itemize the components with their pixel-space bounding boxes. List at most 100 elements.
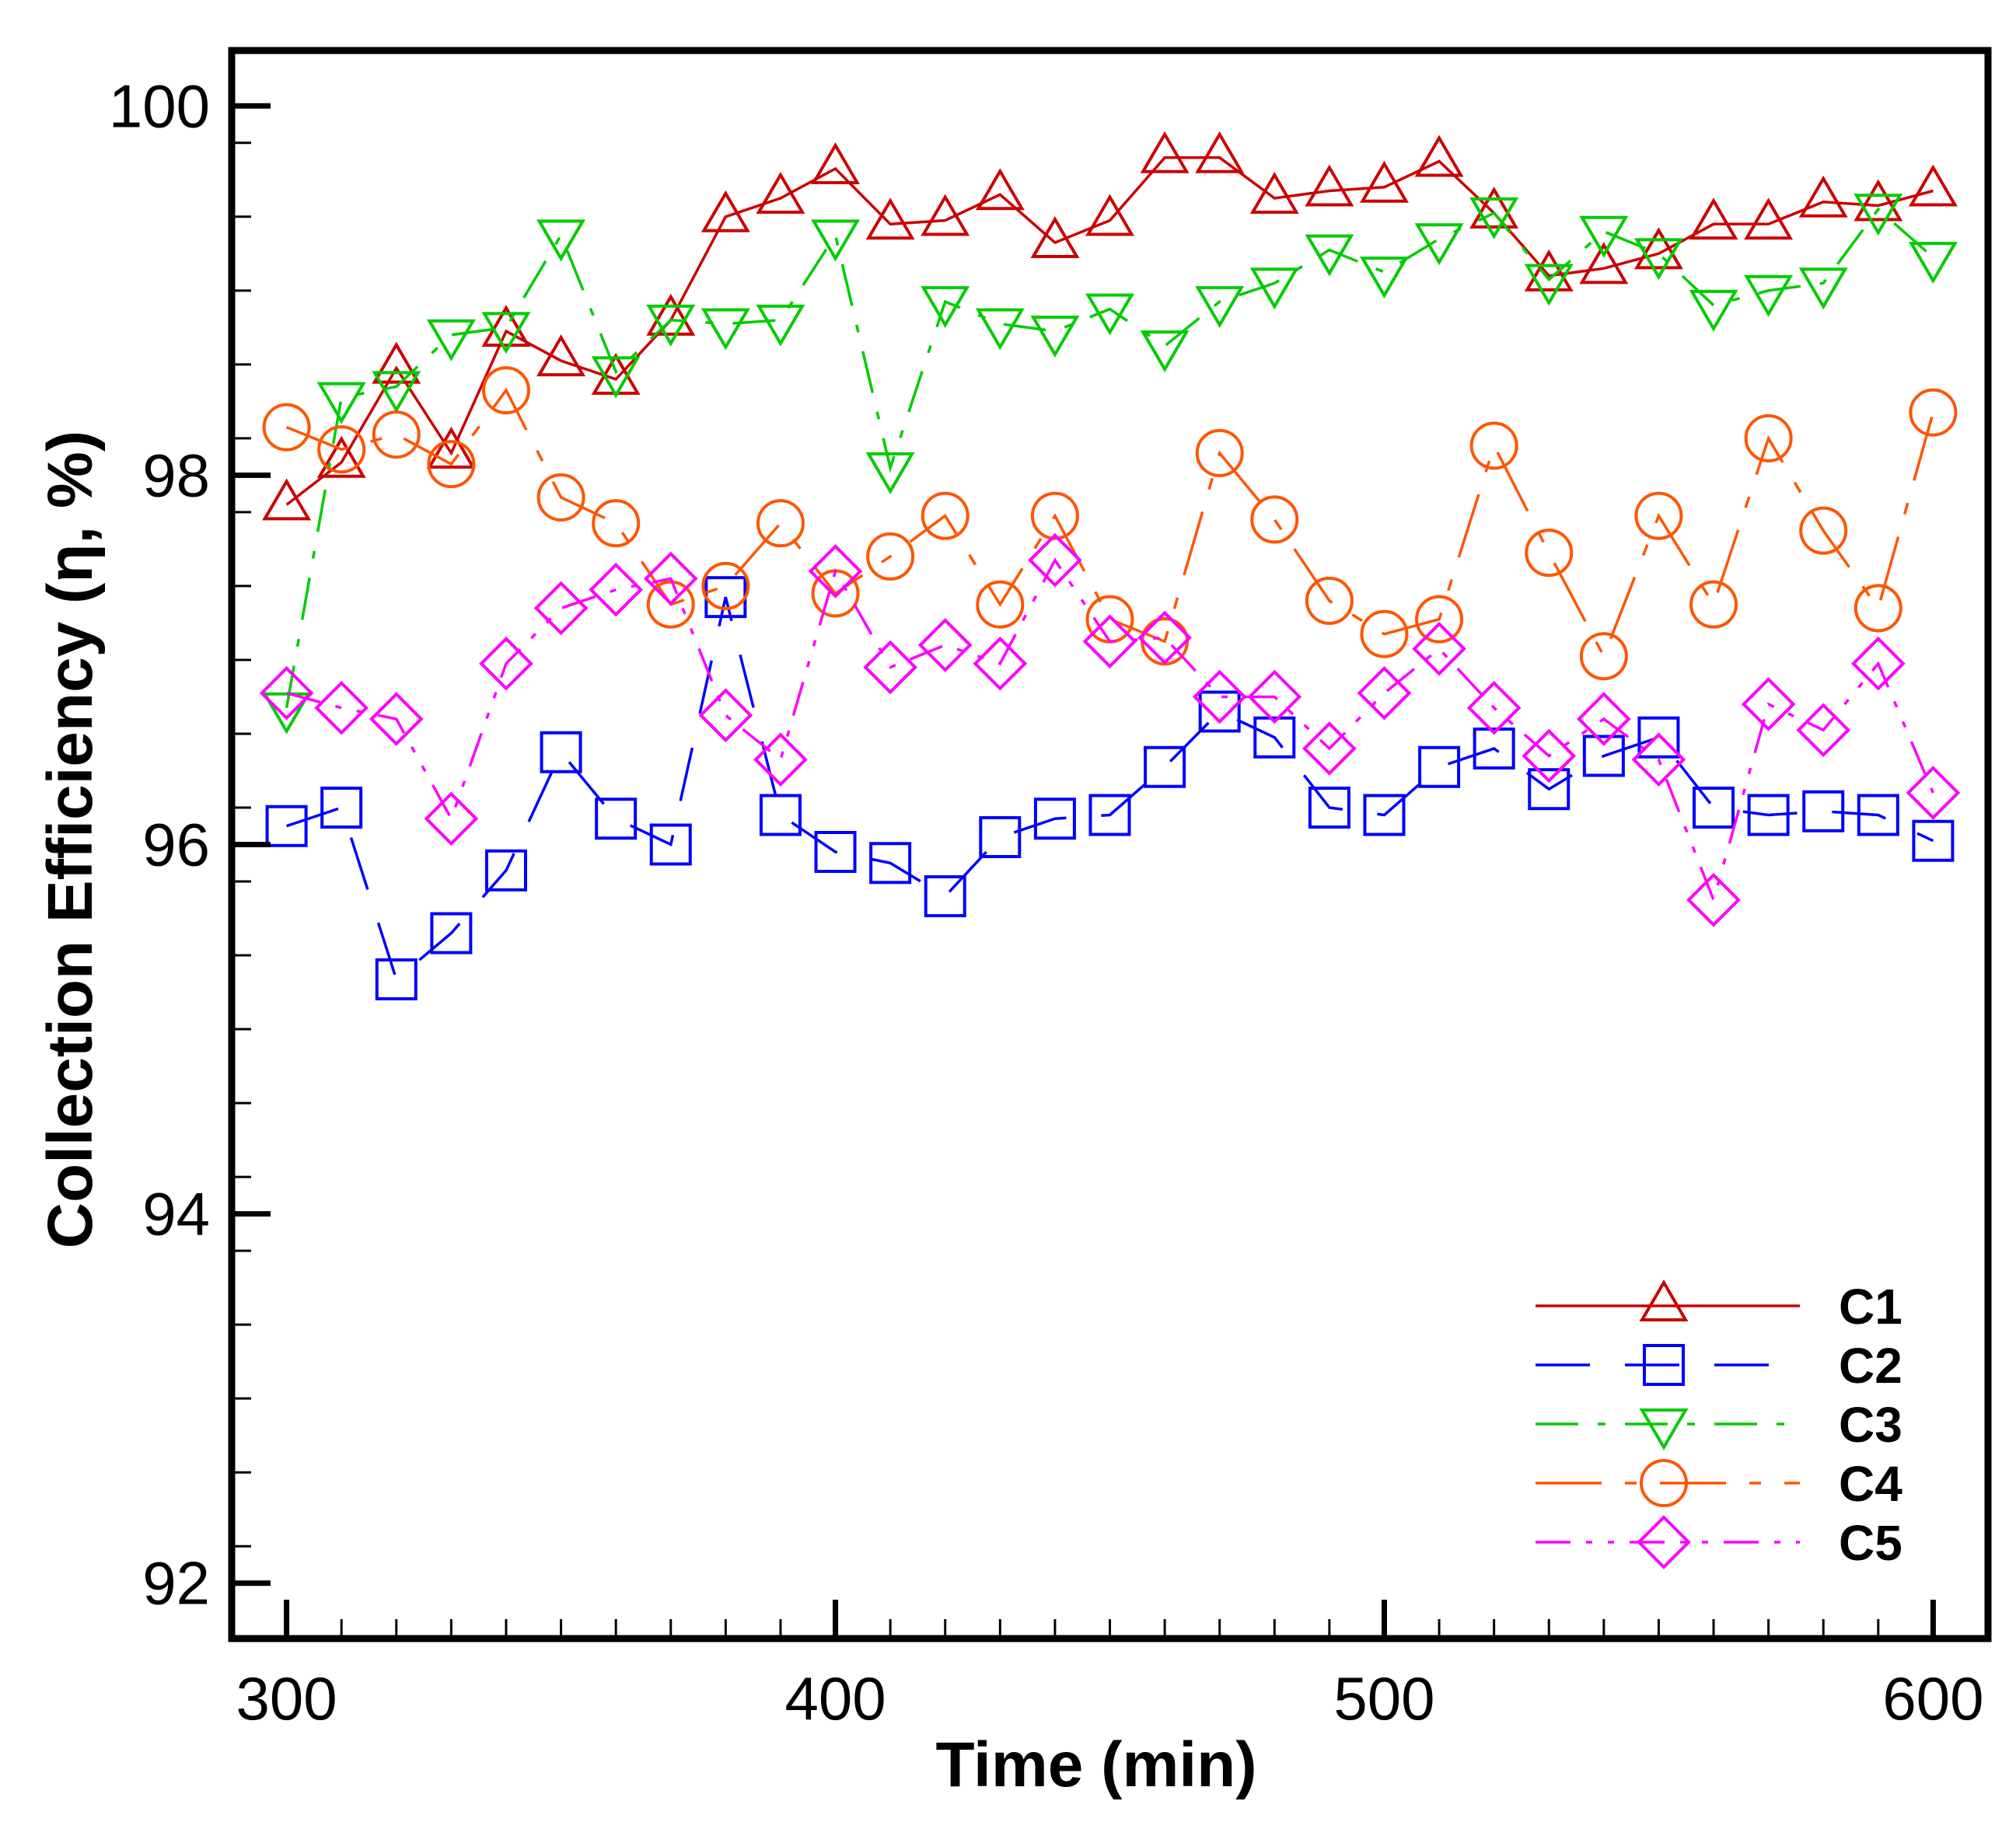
data-point-c2 <box>649 823 692 866</box>
data-point-c4 <box>1415 595 1464 644</box>
data-point-c4 <box>481 366 530 415</box>
data-point-c2 <box>265 805 308 847</box>
data-point-c5 <box>1192 669 1247 724</box>
legend-item-c2: C2 <box>1536 1338 1902 1394</box>
data-point-c5 <box>533 581 589 636</box>
data-point-c3 <box>1305 234 1354 277</box>
y-tick-label: 98 <box>142 441 210 509</box>
data-point-c3 <box>1744 274 1794 317</box>
data-point-c2 <box>759 794 802 836</box>
legend-item-c1: C1 <box>1536 1279 1902 1335</box>
series-c2 <box>265 576 1955 1000</box>
data-point-c5 <box>1466 680 1522 735</box>
data-point-c5 <box>1522 728 1577 784</box>
data-point-c1 <box>426 426 476 469</box>
data-point-c4 <box>1634 491 1683 540</box>
data-point-c4 <box>1360 609 1409 658</box>
data-point-c4 <box>427 440 476 489</box>
data-point-c1 <box>1140 131 1190 173</box>
legend-label: C3 <box>1839 1397 1902 1453</box>
data-point-c1 <box>1854 179 1903 222</box>
data-point-c3 <box>1524 264 1574 306</box>
data-point-c4 <box>262 403 311 452</box>
data-point-c1 <box>1633 227 1683 270</box>
data-point-c5 <box>698 688 753 743</box>
data-point-c2 <box>924 875 966 918</box>
data-point-c2 <box>1528 768 1571 811</box>
data-point-c4 <box>1854 584 1902 633</box>
data-point-c3 <box>975 308 1025 351</box>
data-point-c3 <box>811 219 861 262</box>
data-point-c2 <box>320 786 363 829</box>
data-point-c1 <box>316 435 366 478</box>
data-point-c1 <box>865 197 915 240</box>
data-point-c3 <box>1359 257 1409 299</box>
data-point-c1 <box>1359 160 1409 203</box>
data-point-c2 <box>1088 794 1131 836</box>
data-point-c1 <box>811 142 861 185</box>
legend-label: C5 <box>1839 1515 1902 1571</box>
data-point-c5 <box>1577 692 1631 746</box>
data-point-c5 <box>643 551 698 606</box>
data-point-c2 <box>1857 794 1899 836</box>
data-point-c3 <box>1854 194 1903 236</box>
data-point-c5 <box>973 636 1028 691</box>
data-point-c2 <box>430 912 473 955</box>
data-point-c3 <box>1249 267 1299 310</box>
data-point-c2 <box>1363 794 1406 836</box>
legend-marker <box>1643 1344 1685 1386</box>
legend-marker <box>1639 1408 1689 1450</box>
data-point-c4 <box>1469 421 1518 470</box>
data-point-c2 <box>1253 716 1296 759</box>
series-c1 <box>262 131 1958 521</box>
data-point-c2 <box>1802 790 1845 832</box>
data-point-c3 <box>1030 316 1080 358</box>
data-point-c5 <box>1850 636 1906 691</box>
data-point-c3 <box>865 452 915 494</box>
data-point-c2 <box>1747 794 1790 836</box>
data-point-c4 <box>866 532 915 581</box>
data-point-c1 <box>975 168 1025 211</box>
data-point-c4 <box>1030 491 1079 540</box>
x-tick-label: 500 <box>1333 1664 1434 1733</box>
data-point-c4 <box>536 473 585 522</box>
data-point-c5 <box>424 791 479 846</box>
data-point-c5 <box>1028 532 1082 588</box>
data-point-c5 <box>1302 721 1357 776</box>
x-tick-label: 600 <box>1882 1664 1983 1733</box>
data-point-c1 <box>1030 216 1080 259</box>
data-point-c3 <box>316 382 366 424</box>
y-tick-labels: 92 94 96 98 100 <box>109 72 210 1617</box>
data-point-c4 <box>1689 580 1738 629</box>
data-point-c5 <box>1137 610 1192 665</box>
data-point-c3 <box>1195 286 1245 329</box>
data-point-c5 <box>808 544 863 599</box>
series-line-c1 <box>285 156 1934 506</box>
data-point-c4 <box>1195 428 1244 477</box>
data-point-c5 <box>259 665 314 721</box>
series-line-c2 <box>286 596 1934 982</box>
data-point-c4 <box>701 561 750 610</box>
plot-frame <box>228 47 1992 1642</box>
data-point-c1 <box>481 305 531 347</box>
legend-marker <box>1637 1515 1691 1569</box>
data-point-c2 <box>540 731 582 773</box>
data-point-c3 <box>1798 267 1848 310</box>
data-point-c5 <box>1796 703 1851 758</box>
data-point-c2 <box>595 798 638 840</box>
data-point-c1 <box>1908 164 1958 207</box>
data-point-c5 <box>479 636 533 691</box>
data-point-c2 <box>1693 786 1735 829</box>
data-point-c5 <box>1906 766 1961 820</box>
data-point-c4 <box>1744 414 1793 462</box>
data-point-c5 <box>1412 621 1466 676</box>
data-point-c1 <box>701 190 750 232</box>
data-point-c1 <box>262 478 312 521</box>
series-line-c4 <box>285 387 1935 660</box>
series-line-c3 <box>285 207 1934 709</box>
data-point-c4 <box>1579 632 1628 681</box>
data-point-c1 <box>1085 194 1134 236</box>
data-point-c3 <box>262 692 312 735</box>
